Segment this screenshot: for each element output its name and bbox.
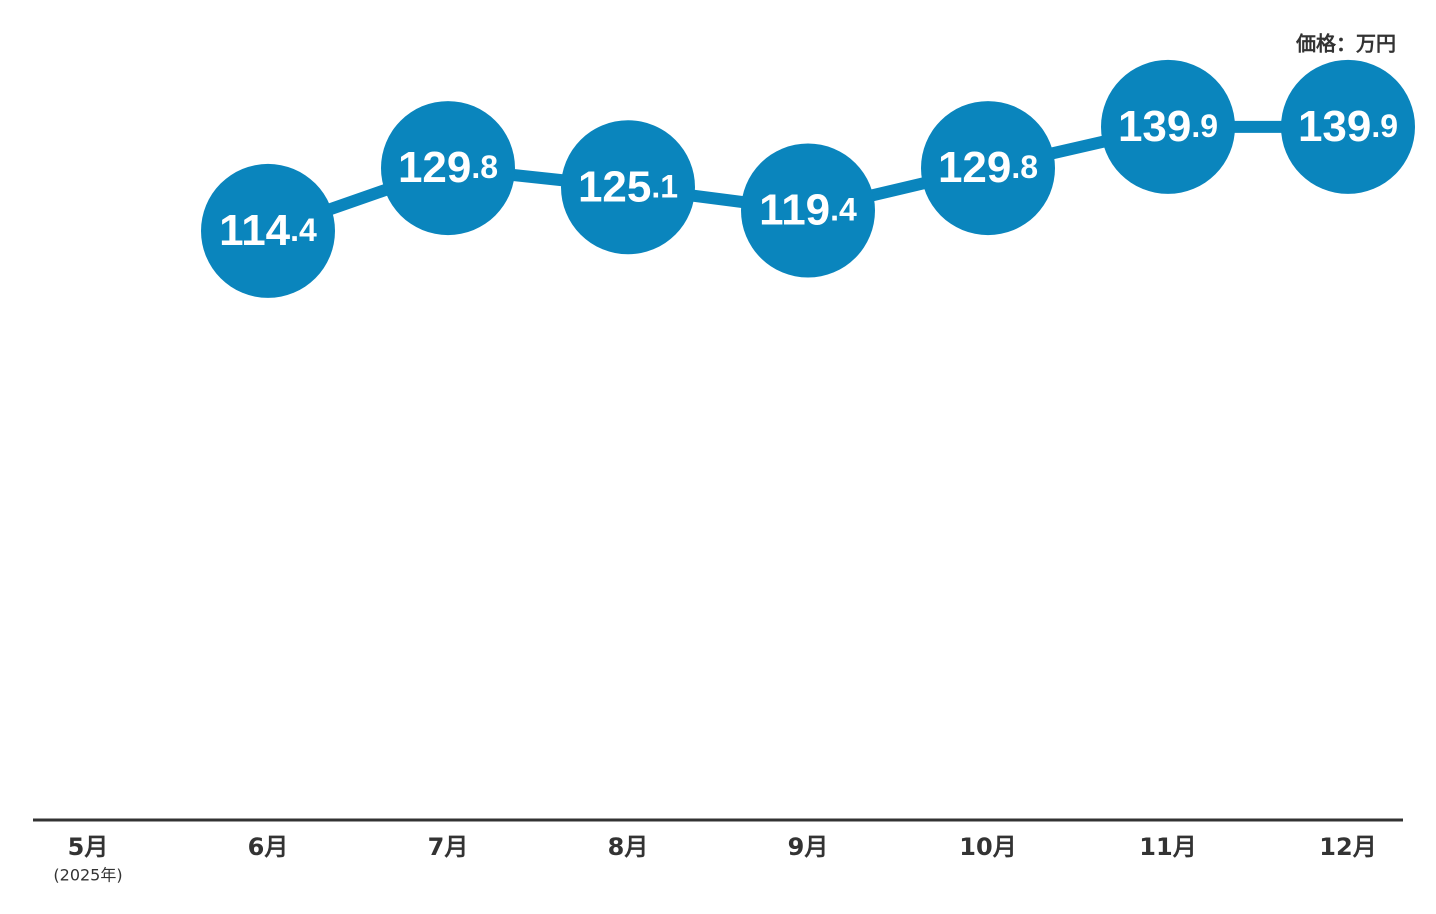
x-note: (2025年)	[53, 866, 122, 885]
value-dec: .9	[1371, 108, 1398, 144]
value-int: 139	[1298, 102, 1371, 151]
value-label: 129.8	[398, 143, 498, 192]
x-tick-label: 6月	[248, 833, 289, 861]
value-label: 114.4	[219, 206, 317, 255]
value-int: 114	[219, 206, 291, 255]
x-tick-label: 8月	[608, 833, 649, 861]
value-int: 129	[938, 143, 1011, 192]
value-dec: .1	[651, 169, 678, 205]
value-int: 129	[398, 143, 471, 192]
point	[741, 143, 875, 278]
point	[1281, 59, 1415, 194]
x-tick-label: 12月	[1319, 833, 1376, 861]
point	[381, 101, 515, 236]
value-label: 139.9	[1298, 102, 1398, 151]
x-tick-label: 5月	[68, 833, 109, 861]
point	[921, 101, 1055, 236]
unit-label: 価格：万円	[1295, 32, 1396, 56]
value-dec: .8	[1011, 150, 1038, 186]
value-dec: .8	[471, 150, 498, 186]
x-tick-label: 7月	[428, 833, 469, 861]
value-label: 129.8	[938, 143, 1038, 192]
value-dec: .4	[290, 212, 317, 248]
point	[561, 120, 695, 255]
value-int: 139	[1118, 102, 1191, 151]
x-tick-label: 10月	[959, 833, 1016, 861]
value-label: 125.1	[578, 162, 678, 211]
point	[201, 163, 335, 298]
value-label: 139.9	[1118, 102, 1218, 151]
x-tick-label: 11月	[1139, 833, 1196, 861]
x-tick-label: 9月	[788, 833, 829, 861]
value-label: 119.4	[759, 185, 857, 234]
value-dec: .9	[1191, 108, 1218, 144]
value-dec: .4	[830, 192, 857, 228]
value-int: 125	[578, 162, 651, 211]
point	[1101, 59, 1235, 194]
value-int: 119	[759, 185, 830, 234]
